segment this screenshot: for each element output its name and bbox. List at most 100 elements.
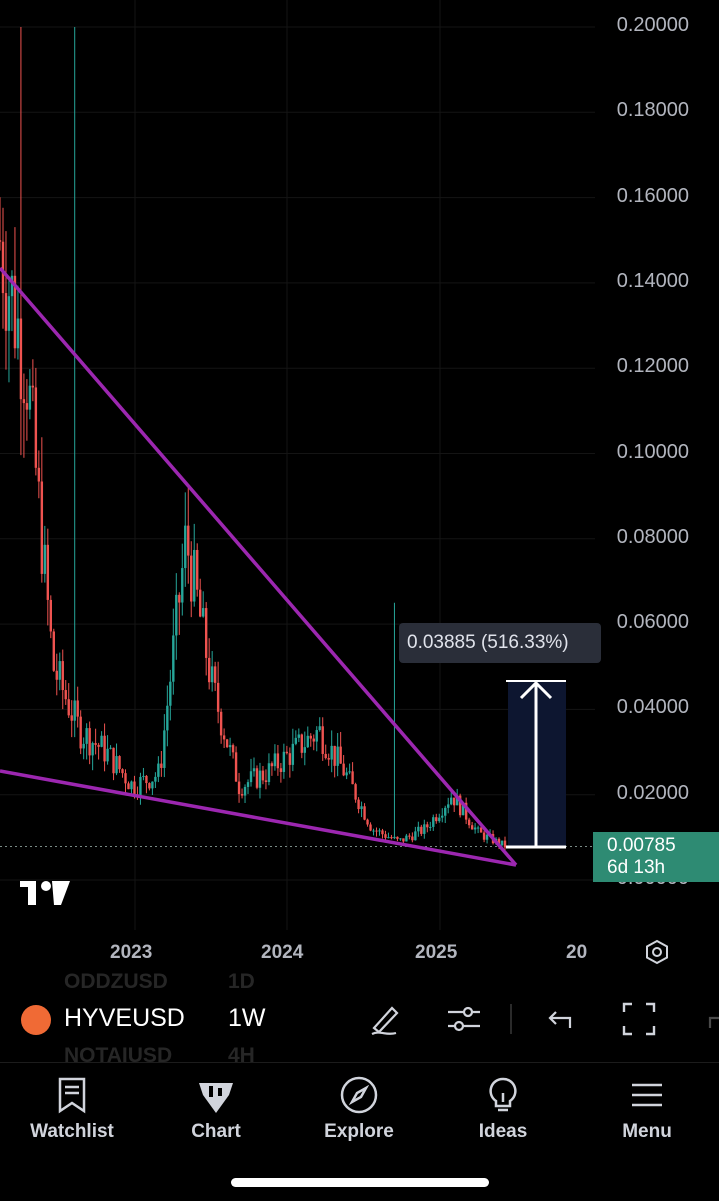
candle-body	[258, 770, 262, 788]
candle-body	[447, 804, 450, 808]
candle-body	[88, 728, 91, 756]
candle-body	[369, 824, 372, 831]
interval-button[interactable]: 1W	[228, 1004, 266, 1032]
candle-body	[166, 705, 169, 731]
candle-body	[145, 775, 148, 784]
candle-body	[40, 481, 44, 574]
nav-watchlist[interactable]: Watchlist	[12, 1063, 132, 1143]
candle-body	[279, 768, 283, 772]
candle-body	[267, 763, 271, 782]
candle-body	[193, 549, 196, 602]
candle-body	[118, 756, 121, 770]
candle-body	[22, 399, 26, 404]
candle-body	[124, 773, 127, 784]
candle-body	[64, 690, 67, 700]
candle-body	[264, 780, 268, 782]
candle-body	[473, 827, 477, 830]
candle-body	[342, 763, 345, 776]
candle-body	[58, 661, 61, 680]
nav-ideas[interactable]: Ideas	[443, 1063, 563, 1143]
candle-body	[175, 594, 178, 636]
candle-body	[402, 838, 405, 842]
undo-icon[interactable]	[540, 1000, 578, 1038]
candle-body	[306, 735, 309, 748]
time-label: 2025	[415, 942, 458, 963]
nav-explore[interactable]: Explore	[299, 1063, 419, 1143]
wedge-upper-trendline	[0, 266, 518, 867]
candle-body	[210, 666, 214, 683]
price-axis-label: 0.02000	[616, 781, 689, 804]
candle-body	[309, 735, 312, 739]
chart-settings-icon[interactable]	[643, 938, 671, 966]
candle-body	[357, 799, 360, 810]
candle-body	[37, 467, 41, 482]
candle-body	[240, 794, 244, 796]
watchlist-ghost-interval: 1D	[228, 970, 255, 993]
candle-body	[115, 756, 118, 774]
symbol-button[interactable]: HYVEUSD	[64, 1004, 185, 1032]
candle-body	[231, 745, 235, 753]
candle-body	[43, 544, 47, 574]
candle-body	[76, 700, 79, 717]
candle-body	[482, 832, 486, 840]
candle-body	[19, 318, 23, 400]
chart-area[interactable]: 0.20000 0.18000 0.16000 0.14000 0.12000 0.100…	[0, 0, 719, 970]
candle-body	[432, 817, 435, 827]
candle-body	[423, 824, 426, 834]
candle-body	[503, 840, 507, 848]
indicators-icon[interactable]	[445, 1000, 483, 1038]
price-chart[interactable]	[0, 0, 719, 970]
candle-body	[249, 771, 253, 783]
candle-body	[139, 776, 142, 796]
candle-body	[321, 726, 324, 754]
candle-body	[354, 784, 357, 800]
candle-body	[142, 775, 145, 777]
candle-body	[372, 830, 375, 832]
candle-body	[453, 797, 456, 806]
nav-menu[interactable]: Menu	[587, 1063, 707, 1143]
candle-body	[225, 739, 229, 748]
nav-chart[interactable]: Chart	[156, 1063, 276, 1143]
candle-body	[479, 827, 483, 833]
candle-body	[222, 735, 226, 740]
fullscreen-icon[interactable]	[620, 1000, 658, 1038]
candle-body	[327, 758, 330, 760]
candle-body	[106, 748, 109, 762]
candle-body	[109, 747, 112, 749]
candle-body	[13, 275, 17, 349]
candle-body	[426, 824, 429, 828]
candle-body	[184, 525, 187, 569]
candle-body	[103, 735, 106, 762]
watchlist-ghost-symbol: ODDZUSD	[64, 970, 168, 993]
candle-body	[384, 834, 387, 838]
candle-body	[79, 716, 82, 749]
candle-body	[130, 781, 133, 790]
candle-body	[0, 240, 2, 242]
candle-body	[204, 608, 208, 658]
candle-body	[470, 825, 474, 830]
candle-body	[121, 769, 124, 774]
candle-body	[190, 555, 193, 602]
nav-label: Ideas	[478, 1121, 528, 1142]
pencil-icon[interactable]	[366, 1000, 404, 1038]
candle-body	[282, 751, 286, 772]
trendlines	[0, 266, 518, 867]
candle-body	[172, 635, 175, 682]
candle-body	[387, 837, 390, 839]
candle-body	[243, 786, 247, 796]
candle-body	[417, 826, 420, 832]
candle-body	[294, 737, 298, 744]
candle-body	[148, 783, 151, 789]
candle-body	[291, 743, 295, 765]
bar-countdown: 6d 13h	[607, 857, 666, 878]
redo-icon[interactable]	[700, 1000, 719, 1038]
candle-body	[408, 835, 411, 837]
candle-body	[196, 549, 199, 590]
candle-body	[312, 738, 315, 742]
price-axis-label: 0.08000	[616, 525, 689, 548]
candle-body	[339, 746, 342, 764]
candle-body	[10, 275, 14, 297]
watchlist-icon	[58, 1077, 86, 1114]
candle-body	[381, 830, 384, 835]
candle-body	[163, 730, 166, 768]
